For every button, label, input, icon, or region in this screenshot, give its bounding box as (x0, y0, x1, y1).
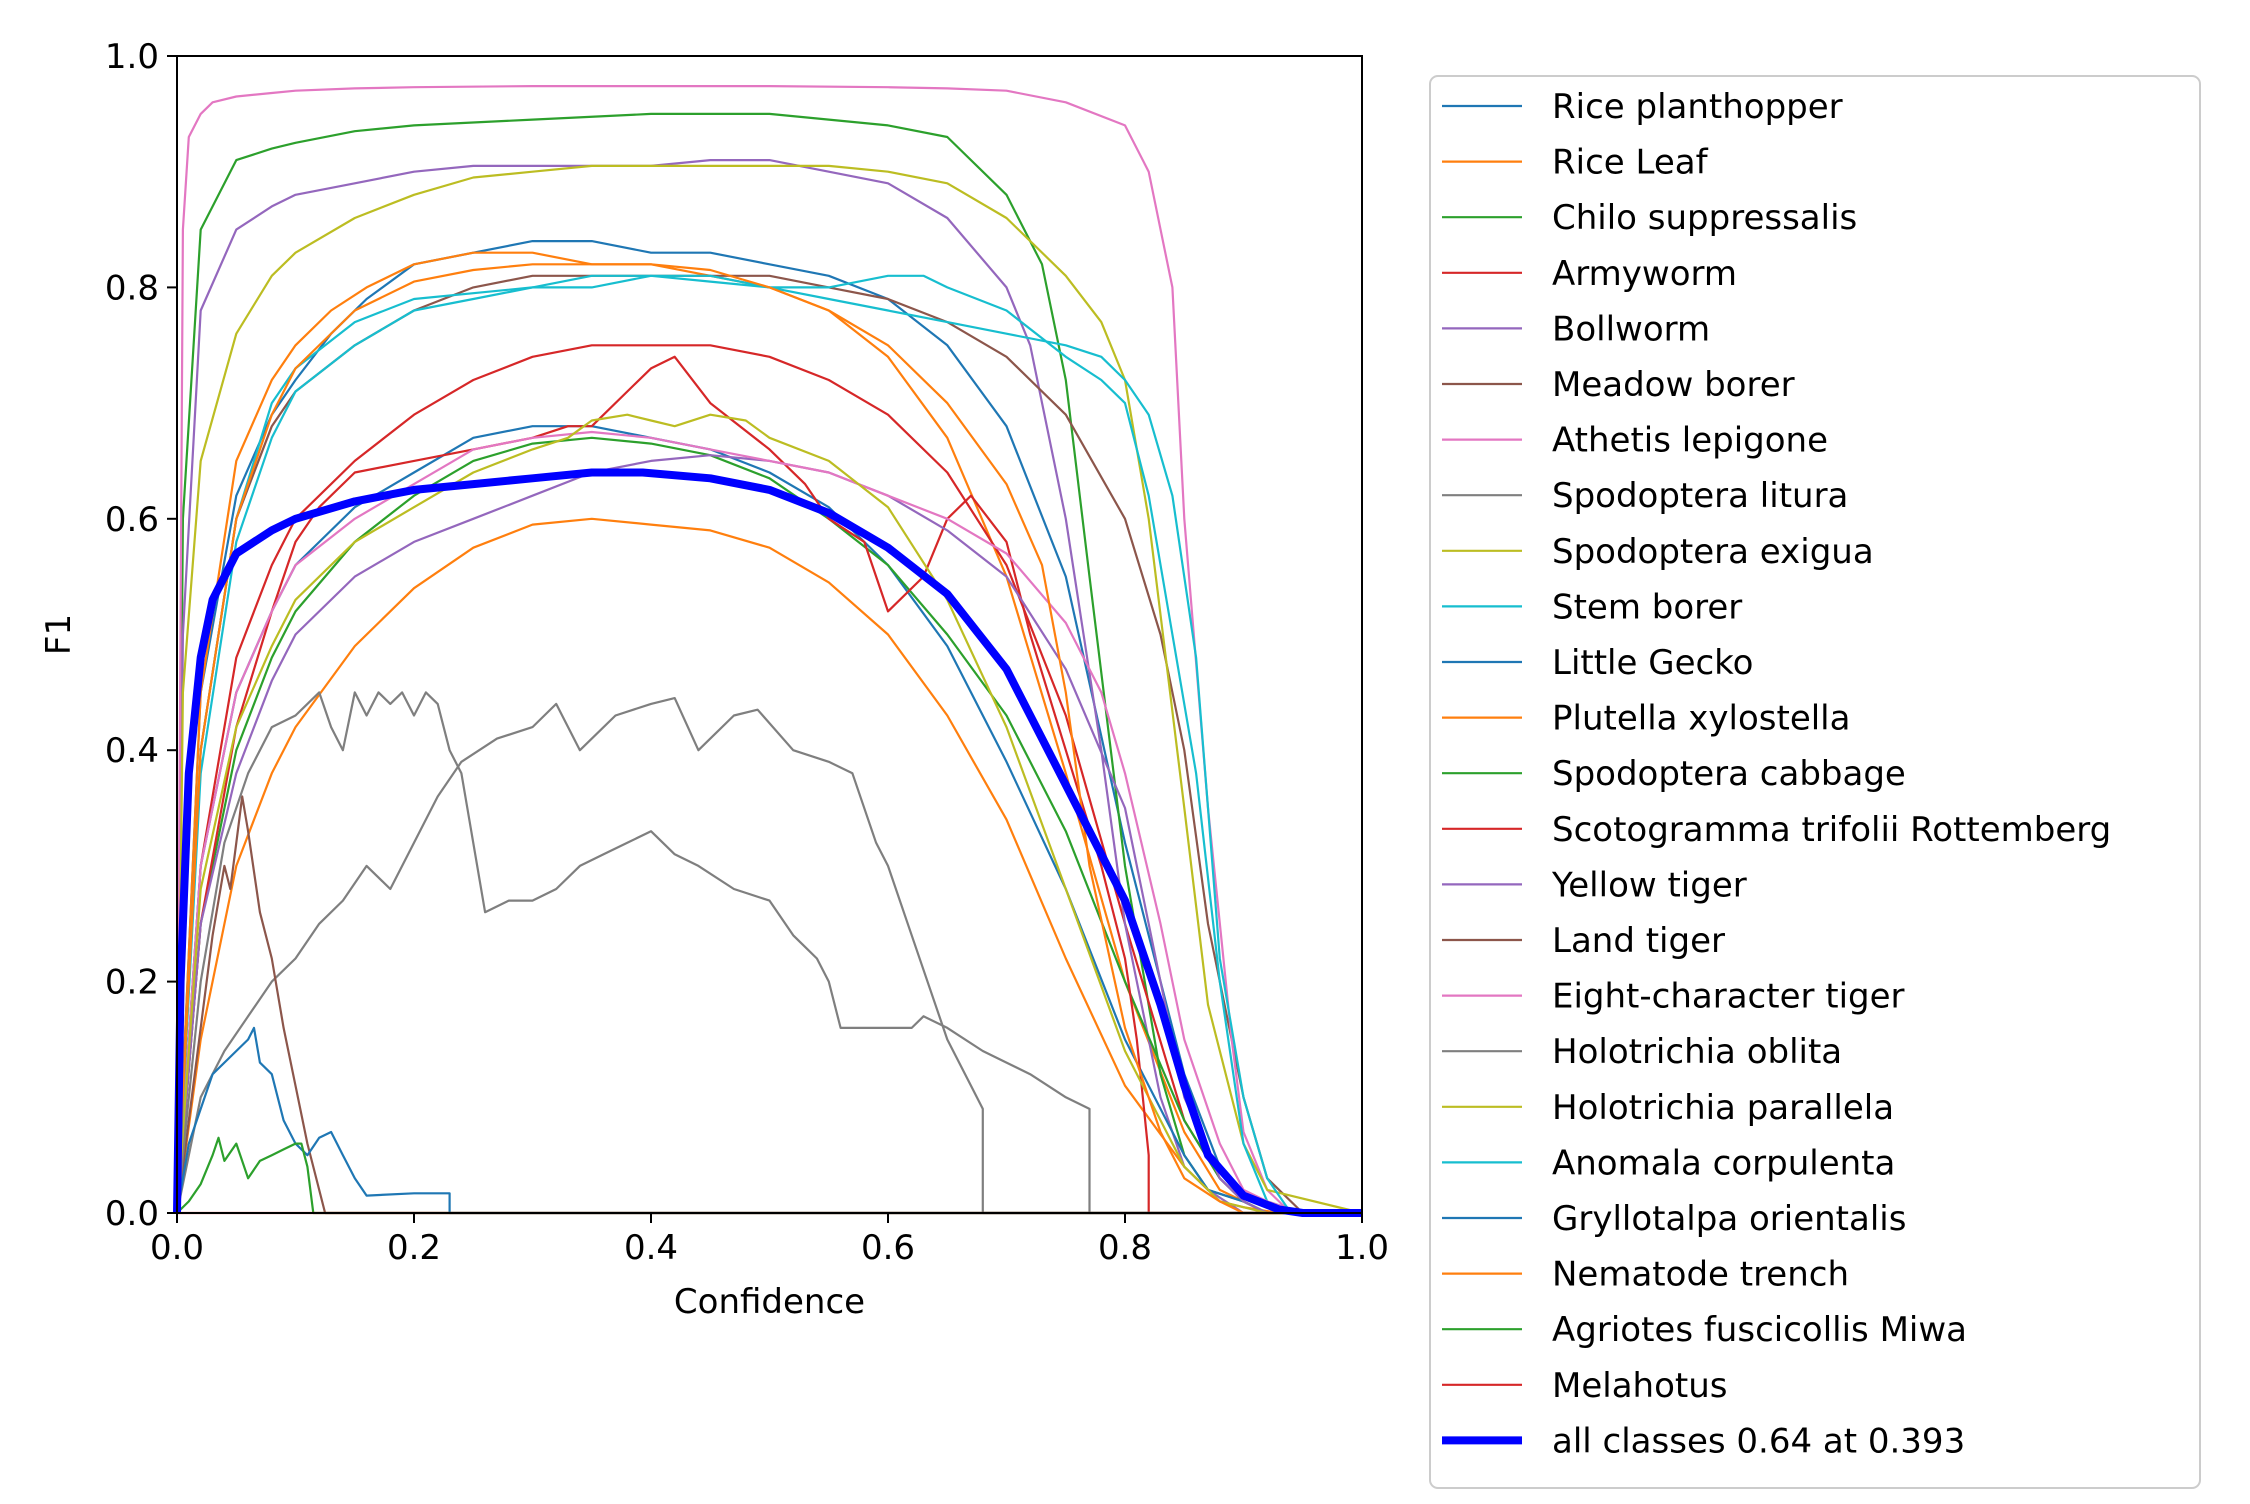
series-line-gryllotalpa-orientalis (175, 1026, 1362, 1215)
legend-label: Yellow tiger (1551, 865, 1747, 905)
y-tick-label: 0.2 (105, 963, 159, 1003)
legend-label: Athetis lepigone (1552, 421, 1828, 461)
legend-box (1429, 75, 2201, 1489)
legend-label: Anomala corpulenta (1552, 1143, 1895, 1183)
series-line-land-tiger (175, 795, 1362, 1215)
series-line-anomala-corpulenta (175, 274, 1362, 1215)
legend-label: all classes 0.64 at 0.393 (1552, 1421, 1965, 1461)
x-tick-label: 0.4 (624, 1228, 678, 1268)
series-line-eight-character-tiger (175, 430, 1362, 1215)
y-tick-label: 0.8 (105, 268, 159, 308)
series-line-holotrichia-oblita (175, 691, 1362, 1215)
x-tick-label: 0.2 (387, 1228, 441, 1268)
legend-label: Armyworm (1552, 254, 1737, 294)
x-tick-label: 1.0 (1335, 1228, 1389, 1268)
series-line-scotogramma-trifolii-rottemberg (175, 355, 1362, 1215)
series-line-all-classes-0-64-at-0-393 (173, 468, 1362, 1217)
series-line-nematode-trench (175, 263, 1362, 1215)
x-axis-label: Confidence (674, 1282, 865, 1322)
legend-label: Meadow borer (1552, 365, 1795, 405)
legend: Rice planthopper Rice Leaf Chilo suppressa… (1429, 75, 2201, 1489)
x-tick-label: 0.8 (1098, 1228, 1152, 1268)
legend-label: Spodoptera cabbage (1552, 754, 1906, 794)
legend-label: Land tiger (1552, 921, 1725, 961)
y-axis-ticks: 0.0 0.2 0.4 0.6 0.8 1.0 (105, 37, 177, 1234)
legend-label: Scotogramma trifolii Rottemberg (1552, 810, 2111, 850)
legend-label: Spodoptera exigua (1552, 532, 1874, 572)
x-tick-label: 0.0 (150, 1228, 204, 1268)
y-tick-label: 1.0 (105, 37, 159, 77)
x-axis-ticks: 0.0 0.2 0.4 0.6 0.8 1.0 (150, 1213, 1389, 1268)
series-line-rice-planthopper (175, 240, 1362, 1215)
series-line-stem-borer (175, 274, 1362, 1215)
legend-label: Little Gecko (1552, 643, 1753, 683)
legend-label: Spodoptera litura (1552, 476, 1848, 516)
legend-label: Melahotus (1552, 1366, 1727, 1406)
series-line-chilo-suppressalis (175, 112, 1362, 1215)
series-line-holotrichia-parallela (175, 413, 1362, 1215)
x-tick-label: 0.6 (861, 1228, 915, 1268)
legend-label: Stem borer (1552, 587, 1742, 627)
legend-label: Eight-character tiger (1552, 977, 1905, 1017)
legend-label: Holotrichia oblita (1552, 1032, 1842, 1072)
series-line-spodoptera-exigua (175, 164, 1363, 1215)
series-line-athetis-lepigone (175, 84, 1362, 1215)
legend-label: Plutella xylostella (1552, 699, 1850, 739)
legend-label: Nematode trench (1552, 1255, 1849, 1295)
legend-label: Rice Leaf (1552, 143, 1709, 183)
y-tick-label: 0.6 (105, 500, 159, 540)
legend-label: Gryllotalpa orientalis (1552, 1199, 1906, 1239)
legend-label: Chilo suppressalis (1552, 198, 1857, 238)
plot-frame (176, 55, 1363, 1214)
legend-label: Rice planthopper (1552, 87, 1843, 127)
series-line-spodoptera-litura (175, 696, 1362, 1215)
plot-lines (173, 84, 1363, 1217)
y-tick-label: 0.0 (105, 1194, 159, 1234)
series-line-agriotes-fuscicollis-miwa (176, 1136, 1362, 1215)
legend-label: Agriotes fuscicollis Miwa (1552, 1310, 1967, 1350)
legend-label: Bollworm (1552, 309, 1710, 349)
legend-label: Holotrichia parallela (1552, 1088, 1894, 1128)
y-tick-label: 0.4 (105, 731, 159, 771)
y-axis-label: F1 (39, 614, 79, 655)
